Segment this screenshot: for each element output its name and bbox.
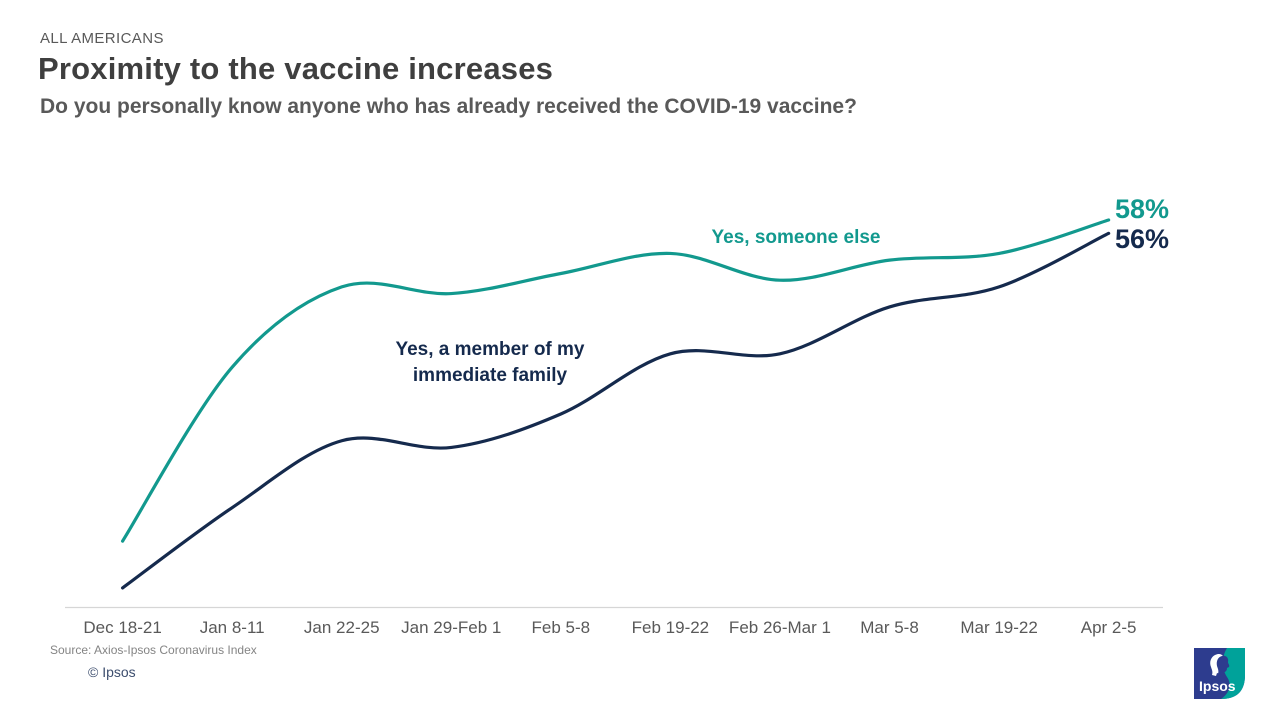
chart-question-subtitle: Do you personally know anyone who has al… — [40, 95, 857, 118]
series-line-immediate-family — [121, 231, 1111, 590]
page-title: Proximity to the vaccine increases — [38, 51, 554, 86]
logo-wordmark: Ipsos — [1199, 678, 1236, 694]
x-tick-label: Dec 18-21 — [83, 618, 162, 637]
kicker-label: ALL AMERICANS — [40, 30, 164, 47]
x-tick-label: Mar 5-8 — [860, 618, 919, 637]
series-line-someone-else — [121, 218, 1111, 543]
x-tick-label: Jan 22-25 — [303, 618, 380, 637]
x-tick-label: Jan 29-Feb 1 — [401, 618, 502, 637]
ipsos-logo: Ipsos — [1194, 648, 1245, 699]
x-tick-label: Mar 19-22 — [960, 618, 1038, 637]
x-tick-label: Feb 19-22 — [631, 618, 710, 637]
copyright-label: © Ipsos — [88, 664, 136, 680]
end-value-label-immediate-family: 56% — [1115, 224, 1170, 254]
series-label-someone-else: Yes, someone else — [711, 227, 881, 248]
x-tick-label: Feb 26-Mar 1 — [728, 618, 831, 637]
end-value-label-someone-else: 58% — [1115, 194, 1170, 224]
x-tick-label: Feb 5-8 — [531, 618, 591, 637]
chart-header: ALL AMERICANS Proximity to the vaccine i… — [38, 30, 1240, 119]
source-credit: Source: Axios-Ipsos Coronavirus Index — [50, 643, 257, 657]
series-label-immediate-family: Yes, a member of my immediate family — [395, 339, 585, 386]
x-tick-label: Apr 2-5 — [1080, 618, 1137, 637]
x-tick-label: Jan 8-11 — [199, 618, 265, 637]
logo-face-navy-icon — [1216, 655, 1230, 675]
